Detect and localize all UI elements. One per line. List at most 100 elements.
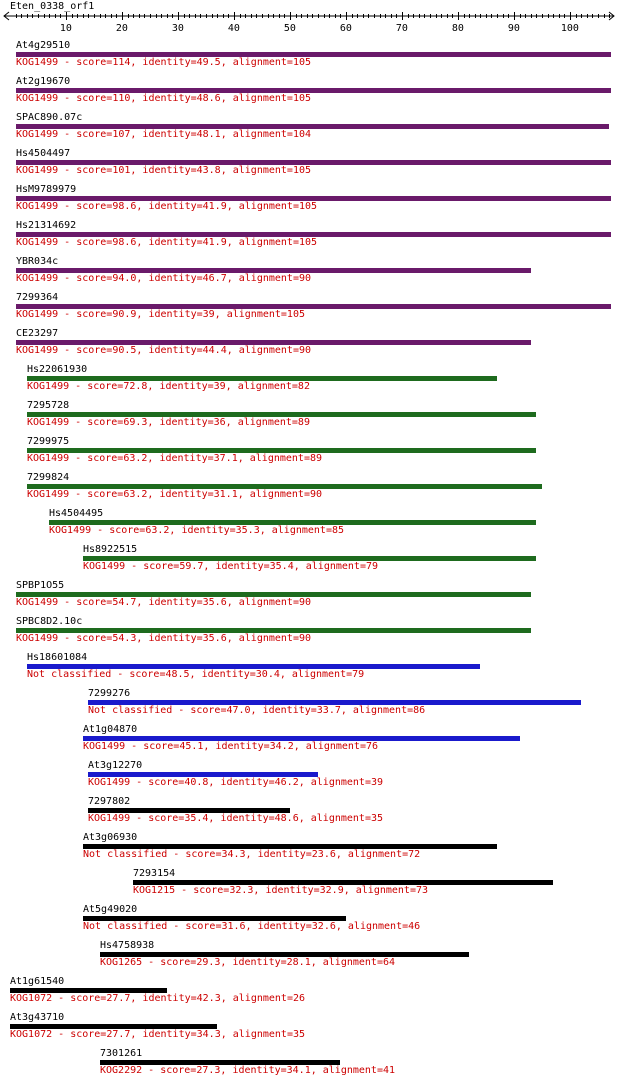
hit-alignment-bar[interactable] <box>27 376 497 381</box>
ruler-tick-label: 60 <box>340 23 352 34</box>
hit-name: Hs8922515 <box>83 544 138 555</box>
hit-description[interactable]: KOG1499 - score=94.0, identity=46.7, ali… <box>16 273 312 284</box>
hit-description[interactable]: KOG1499 - score=90.5, identity=44.4, ali… <box>16 345 312 356</box>
hit-description[interactable]: KOG1072 - score=27.7, identity=42.3, ali… <box>10 993 306 1004</box>
hit-name: Hs4758938 <box>100 940 155 951</box>
hit-name: At3g12270 <box>88 760 143 771</box>
hit-name: Hs22061930 <box>27 364 88 375</box>
hit-description[interactable]: KOG1499 - score=59.7, identity=35.4, ali… <box>83 561 379 572</box>
hit-alignment-bar[interactable] <box>83 736 520 741</box>
hit-alignment-bar[interactable] <box>100 1060 340 1065</box>
hit-description[interactable]: KOG1499 - score=98.6, identity=41.9, ali… <box>16 237 318 248</box>
hit-description[interactable]: KOG1499 - score=45.1, identity=34.2, ali… <box>83 741 379 752</box>
position-ruler: 10 20 30 40 50 60 70 80 90 100 <box>3 11 615 34</box>
hit-description[interactable]: KOG1499 - score=90.9, identity=39, align… <box>16 309 305 320</box>
hit-description[interactable]: KOG1499 - score=110, identity=48.6, alig… <box>16 93 312 104</box>
hit-description[interactable]: KOG1499 - score=69.3, identity=36, align… <box>27 417 310 428</box>
hit-alignment-bar[interactable] <box>133 880 553 885</box>
hit-alignment-bar[interactable] <box>100 952 469 957</box>
hit-description[interactable]: KOG1265 - score=29.3, identity=28.1, ali… <box>100 957 396 968</box>
hit-description[interactable]: KOG1499 - score=40.8, identity=46.2, ali… <box>88 777 384 788</box>
hit-description[interactable]: KOG1072 - score=27.7, identity=34.3, ali… <box>10 1029 306 1040</box>
ruler-tick-label: 40 <box>228 23 240 34</box>
hit-name: SPBP1O55 <box>16 580 65 591</box>
query-title: Eten_0338_orf1 <box>10 1 95 12</box>
hit-name: At3g43710 <box>10 1012 65 1023</box>
hit-alignment-bar[interactable] <box>16 88 611 93</box>
hit-name: 7297802 <box>88 796 131 807</box>
hit-description[interactable]: KOG1499 - score=72.8, identity=39, align… <box>27 381 310 392</box>
hit-name: At1g61540 <box>10 976 65 987</box>
hit-alignment-bar[interactable] <box>16 268 531 273</box>
hit-alignment-bar[interactable] <box>16 160 611 165</box>
hit-name: Hs18601084 <box>27 652 88 663</box>
hit-description[interactable]: KOG1499 - score=107, identity=48.1, alig… <box>16 129 312 140</box>
hit-description[interactable]: Not classified - score=34.3, identity=23… <box>83 849 421 860</box>
hit-alignment-bar[interactable] <box>16 124 609 129</box>
hit-name: Hs21314692 <box>16 220 77 231</box>
hit-description[interactable]: KOG1499 - score=63.2, identity=31.1, ali… <box>27 489 323 500</box>
hit-alignment-bar[interactable] <box>88 700 581 705</box>
hit-name: SPAC890.07c <box>16 112 83 123</box>
ruler-tick-label: 70 <box>396 23 408 34</box>
hit-alignment-bar[interactable] <box>83 916 346 921</box>
hit-alignment-bar[interactable] <box>49 520 536 525</box>
hit-name: 7299824 <box>27 472 70 483</box>
hit-description[interactable]: KOG2292 - score=27.3, identity=34.1, ali… <box>100 1065 396 1076</box>
ruler-tick-label: 80 <box>452 23 464 34</box>
hit-alignment-bar[interactable] <box>10 988 167 993</box>
ruler-right-arrow <box>608 11 615 21</box>
ruler-tick-label: 20 <box>116 23 128 34</box>
hit-alignment-bar[interactable] <box>16 304 611 309</box>
hit-name: 7293154 <box>133 868 176 879</box>
hit-name: CE23297 <box>16 328 59 339</box>
hit-name: 7299364 <box>16 292 59 303</box>
hit-description[interactable]: KOG1499 - score=54.3, identity=35.6, ali… <box>16 633 312 644</box>
hit-description[interactable]: KOG1499 - score=114, identity=49.5, alig… <box>16 57 312 68</box>
hit-description[interactable]: KOG1499 - score=98.6, identity=41.9, ali… <box>16 201 318 212</box>
hit-name: SPBC8D2.10c <box>16 616 83 627</box>
hit-alignment-bar[interactable] <box>83 556 536 561</box>
hit-alignment-bar[interactable] <box>88 808 290 813</box>
hit-description[interactable]: KOG1499 - score=63.2, identity=35.3, ali… <box>49 525 345 536</box>
hit-name: At3g06930 <box>83 832 138 843</box>
hit-name: 7299975 <box>27 436 70 447</box>
hit-alignment-bar[interactable] <box>16 52 611 57</box>
hit-name: Hs4504497 <box>16 148 71 159</box>
hit-name: 7295728 <box>27 400 70 411</box>
hit-name: At5g49020 <box>83 904 138 915</box>
hit-alignment-bar[interactable] <box>10 1024 217 1029</box>
hit-alignment-bar[interactable] <box>27 412 536 417</box>
hit-description[interactable]: KOG1499 - score=101, identity=43.8, alig… <box>16 165 312 176</box>
hit-name: Hs4504495 <box>49 508 104 519</box>
ruler-tick-label: 30 <box>172 23 184 34</box>
hit-alignment-bar[interactable] <box>16 592 531 597</box>
ruler-tick-label: 100 <box>561 23 579 34</box>
hit-description[interactable]: KOG1499 - score=63.2, identity=37.1, ali… <box>27 453 323 464</box>
hit-alignment-bar[interactable] <box>27 448 536 453</box>
ruler-tick-label: 90 <box>508 23 520 34</box>
hit-name: At4g29510 <box>16 40 71 51</box>
hit-alignment-bar[interactable] <box>27 664 480 669</box>
hit-alignment-bar[interactable] <box>16 340 531 345</box>
hit-name: 7299276 <box>88 688 131 699</box>
hit-name: At2g19670 <box>16 76 71 87</box>
hit-description[interactable]: Not classified - score=31.6, identity=32… <box>83 921 421 932</box>
hit-alignment-bar[interactable] <box>88 772 318 777</box>
hit-name: At1g04870 <box>83 724 138 735</box>
ruler-tick-label: 50 <box>284 23 296 34</box>
hit-alignment-bar[interactable] <box>27 484 542 489</box>
hit-name: 7301261 <box>100 1048 143 1059</box>
hit-alignment-bar[interactable] <box>16 628 531 633</box>
hit-alignment-bar[interactable] <box>83 844 497 849</box>
hit-alignment-bar[interactable] <box>16 232 611 237</box>
hit-description[interactable]: KOG1215 - score=32.3, identity=32.9, ali… <box>133 885 429 896</box>
hit-description[interactable]: Not classified - score=47.0, identity=33… <box>88 705 426 716</box>
hit-description[interactable]: KOG1499 - score=54.7, identity=35.6, ali… <box>16 597 312 608</box>
hit-description[interactable]: Not classified - score=48.5, identity=30… <box>27 669 365 680</box>
ruler-tick-label: 10 <box>60 23 72 34</box>
hit-name: HsM9789979 <box>16 184 77 195</box>
hit-name: YBR034c <box>16 256 59 267</box>
hit-description[interactable]: KOG1499 - score=35.4, identity=48.6, ali… <box>88 813 384 824</box>
hit-alignment-bar[interactable] <box>16 196 611 201</box>
